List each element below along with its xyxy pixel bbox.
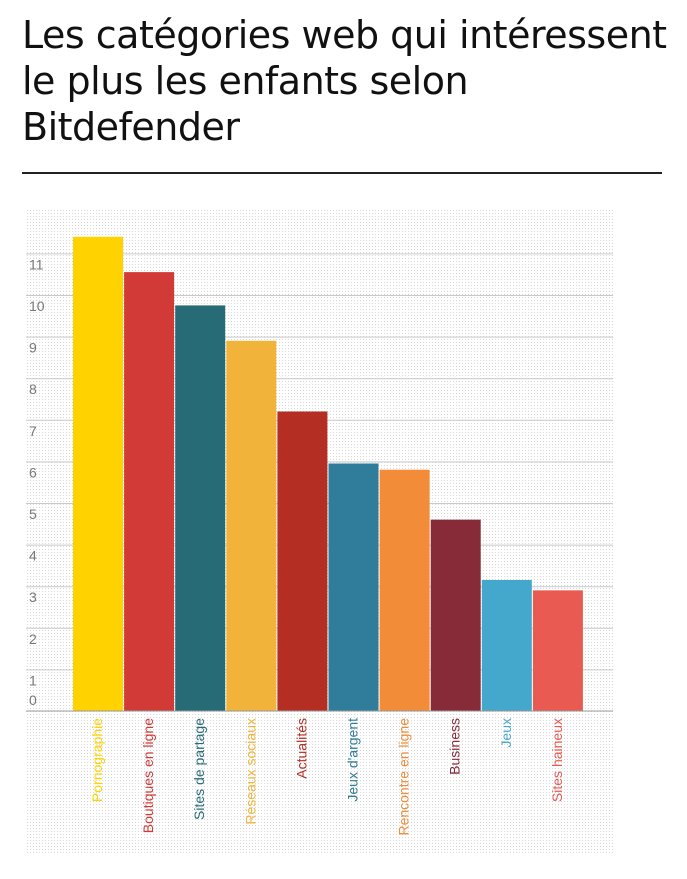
x-category-label: Boutiques en ligne [140,718,156,833]
y-tick-label: 10 [29,298,45,314]
x-category-label: Réseaux sociaux [242,718,258,825]
y-tick-label: 4 [29,548,37,564]
x-category-label: Pornographie [89,718,105,802]
bar [226,340,277,711]
bar [532,590,583,711]
y-tick-label: 6 [29,464,37,480]
x-category-label: Jeux d'argent [345,718,361,802]
bar [430,519,481,711]
bar [481,579,532,711]
title-divider [22,172,662,174]
x-category-label: Sites de partage [191,718,207,820]
chart-title: Les catégories web qui intéressent le pl… [22,13,667,149]
y-tick-label: 8 [29,381,37,397]
y-tick-label: 1 [29,672,37,688]
x-category-label: Business [447,718,463,775]
y-axis-ticks: 0 1 2 3 4 5 6 7 8 9 10 11 [29,256,45,708]
x-axis-labels: Pornographie Boutiques en ligne Sites de p… [89,718,565,836]
y-tick-label: 11 [29,256,44,272]
y-tick-label: 2 [29,631,37,647]
bar [124,272,175,711]
bar [379,469,430,711]
x-category-label: Actualités [293,718,309,779]
bar [277,411,328,711]
bar [175,305,226,711]
y-tick-label: 0 [29,692,37,708]
bars [73,236,583,711]
y-tick-label: 7 [29,423,37,439]
y-tick-label: 3 [29,589,37,605]
x-category-label: Rencontre en ligne [396,718,412,836]
y-tick-label: 9 [29,340,37,356]
x-category-label: Sites haineux [549,718,565,802]
bar [328,463,379,711]
y-tick-label: 5 [29,506,37,522]
bar [73,236,123,711]
x-category-label: Jeux [498,718,514,748]
